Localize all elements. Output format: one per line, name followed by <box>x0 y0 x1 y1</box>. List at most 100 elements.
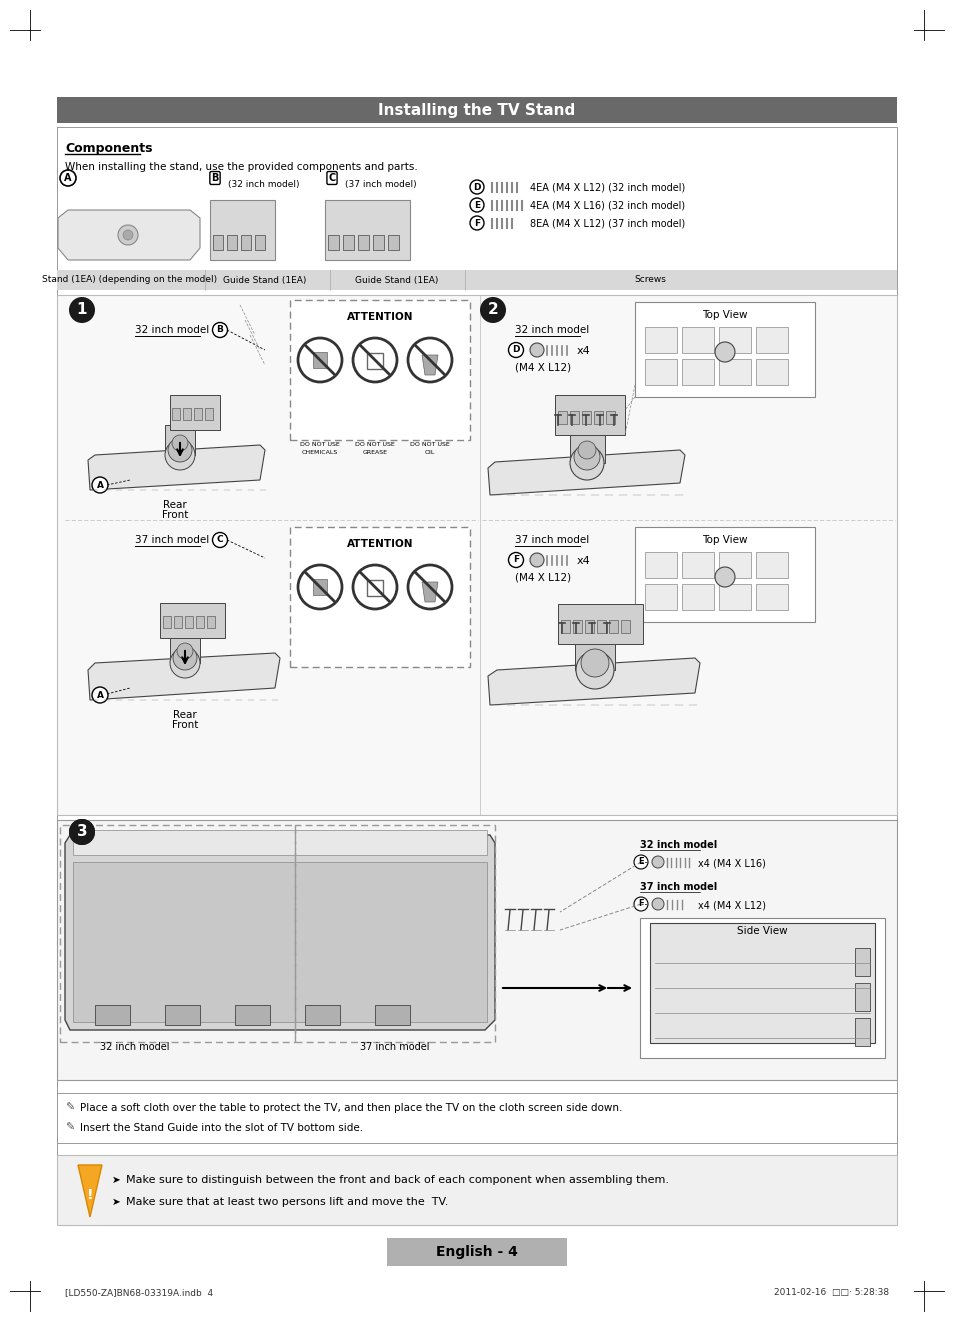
Bar <box>57 1155 896 1225</box>
Circle shape <box>580 649 608 676</box>
Bar <box>644 328 677 353</box>
Text: C: C <box>216 535 223 544</box>
Text: ➤: ➤ <box>112 1197 121 1207</box>
Bar <box>387 1238 566 1266</box>
Text: A: A <box>96 481 103 490</box>
Bar <box>294 826 495 1042</box>
Bar <box>635 527 814 622</box>
Text: Components: Components <box>65 141 152 155</box>
Text: !: ! <box>87 1188 93 1202</box>
Text: B: B <box>212 173 218 184</box>
Text: ➤: ➤ <box>112 1174 121 1185</box>
Text: Front: Front <box>162 510 188 520</box>
Circle shape <box>170 649 200 678</box>
Bar <box>73 863 486 1022</box>
Text: (32 inch model): (32 inch model) <box>228 180 299 189</box>
Bar <box>755 552 787 579</box>
Bar <box>173 616 182 627</box>
Bar <box>205 408 213 420</box>
Text: A: A <box>96 691 103 700</box>
Circle shape <box>91 687 108 703</box>
Circle shape <box>408 338 452 382</box>
Text: 37 inch model: 37 inch model <box>515 535 589 546</box>
Circle shape <box>123 230 132 240</box>
Bar <box>560 620 569 633</box>
Bar <box>183 408 191 420</box>
Text: F: F <box>513 556 518 564</box>
Text: 32 inch model: 32 inch model <box>639 840 717 849</box>
Bar <box>160 602 225 638</box>
Text: DO NOT USE: DO NOT USE <box>300 443 339 446</box>
Text: 37 inch model: 37 inch model <box>360 1042 429 1052</box>
Bar <box>597 620 605 633</box>
Text: 1: 1 <box>76 303 87 317</box>
Text: 32 inch model: 32 inch model <box>100 1042 170 1052</box>
Text: 37 inch model: 37 inch model <box>135 535 209 546</box>
Text: D: D <box>473 182 480 192</box>
Bar <box>569 411 578 424</box>
Text: 2: 2 <box>487 303 497 317</box>
Bar <box>367 353 382 369</box>
Text: Insert the Stand Guide into the slot of TV bottom side.: Insert the Stand Guide into the slot of … <box>80 1123 363 1133</box>
Text: x4: x4 <box>577 346 590 355</box>
Bar <box>854 1018 869 1046</box>
Bar <box>57 820 896 1081</box>
Bar <box>170 395 220 431</box>
Polygon shape <box>65 835 495 1030</box>
Text: C: C <box>328 173 335 184</box>
Text: Rear: Rear <box>163 501 187 510</box>
Bar <box>195 616 204 627</box>
Bar <box>854 983 869 1011</box>
Text: 8EA (M4 X L12) (37 inch model): 8EA (M4 X L12) (37 inch model) <box>530 219 684 229</box>
Bar <box>644 359 677 384</box>
Bar <box>719 328 750 353</box>
Text: E: E <box>638 857 643 867</box>
Bar <box>681 359 713 384</box>
Bar <box>558 411 566 424</box>
Bar <box>60 826 294 1042</box>
Bar <box>594 411 602 424</box>
Bar <box>305 1005 339 1025</box>
Text: 32 inch model: 32 inch model <box>135 325 209 336</box>
Circle shape <box>576 651 614 690</box>
Circle shape <box>479 297 505 324</box>
Bar <box>639 918 884 1058</box>
Bar <box>755 584 787 610</box>
Circle shape <box>168 439 192 462</box>
Text: (37 inch model): (37 inch model) <box>345 180 416 189</box>
Polygon shape <box>421 583 437 602</box>
Bar <box>644 552 677 579</box>
Bar <box>558 604 642 645</box>
Bar <box>170 633 200 663</box>
Bar <box>854 948 869 976</box>
Bar <box>57 295 896 815</box>
Text: ATTENTION: ATTENTION <box>346 539 413 550</box>
Text: Make sure to distinguish between the front and back of each component when assem: Make sure to distinguish between the fro… <box>126 1174 668 1185</box>
Bar <box>575 631 615 670</box>
Text: A: A <box>64 173 71 184</box>
Text: Stand (1EA) (depending on the model): Stand (1EA) (depending on the model) <box>42 276 217 284</box>
Bar <box>57 96 896 123</box>
Circle shape <box>634 897 647 911</box>
Text: Screws: Screws <box>634 276 665 284</box>
Text: [LD550-ZA]BN68-03319A.indb  4: [LD550-ZA]BN68-03319A.indb 4 <box>65 1288 213 1297</box>
Circle shape <box>651 856 663 868</box>
Circle shape <box>508 342 523 358</box>
Bar <box>210 199 274 260</box>
Bar <box>313 579 327 594</box>
Bar <box>343 235 354 250</box>
Text: Place a soft cloth over the table to protect the TV, and then place the TV on th: Place a soft cloth over the table to pro… <box>80 1103 621 1114</box>
Bar <box>185 616 193 627</box>
Bar <box>644 584 677 610</box>
Bar <box>227 235 236 250</box>
Text: Installing the TV Stand: Installing the TV Stand <box>378 103 575 118</box>
Text: 2011-02-16  □□· 5:28:38: 2011-02-16 □□· 5:28:38 <box>773 1288 888 1297</box>
Bar <box>95 1005 130 1025</box>
Text: Rear: Rear <box>172 709 196 720</box>
Bar <box>57 127 896 1202</box>
Text: Top View: Top View <box>701 535 747 546</box>
Text: OIL: OIL <box>424 450 435 454</box>
Text: 37 inch model: 37 inch model <box>639 882 717 892</box>
Circle shape <box>470 180 483 194</box>
Text: 4EA (M4 X L16) (32 inch model): 4EA (M4 X L16) (32 inch model) <box>530 201 684 211</box>
